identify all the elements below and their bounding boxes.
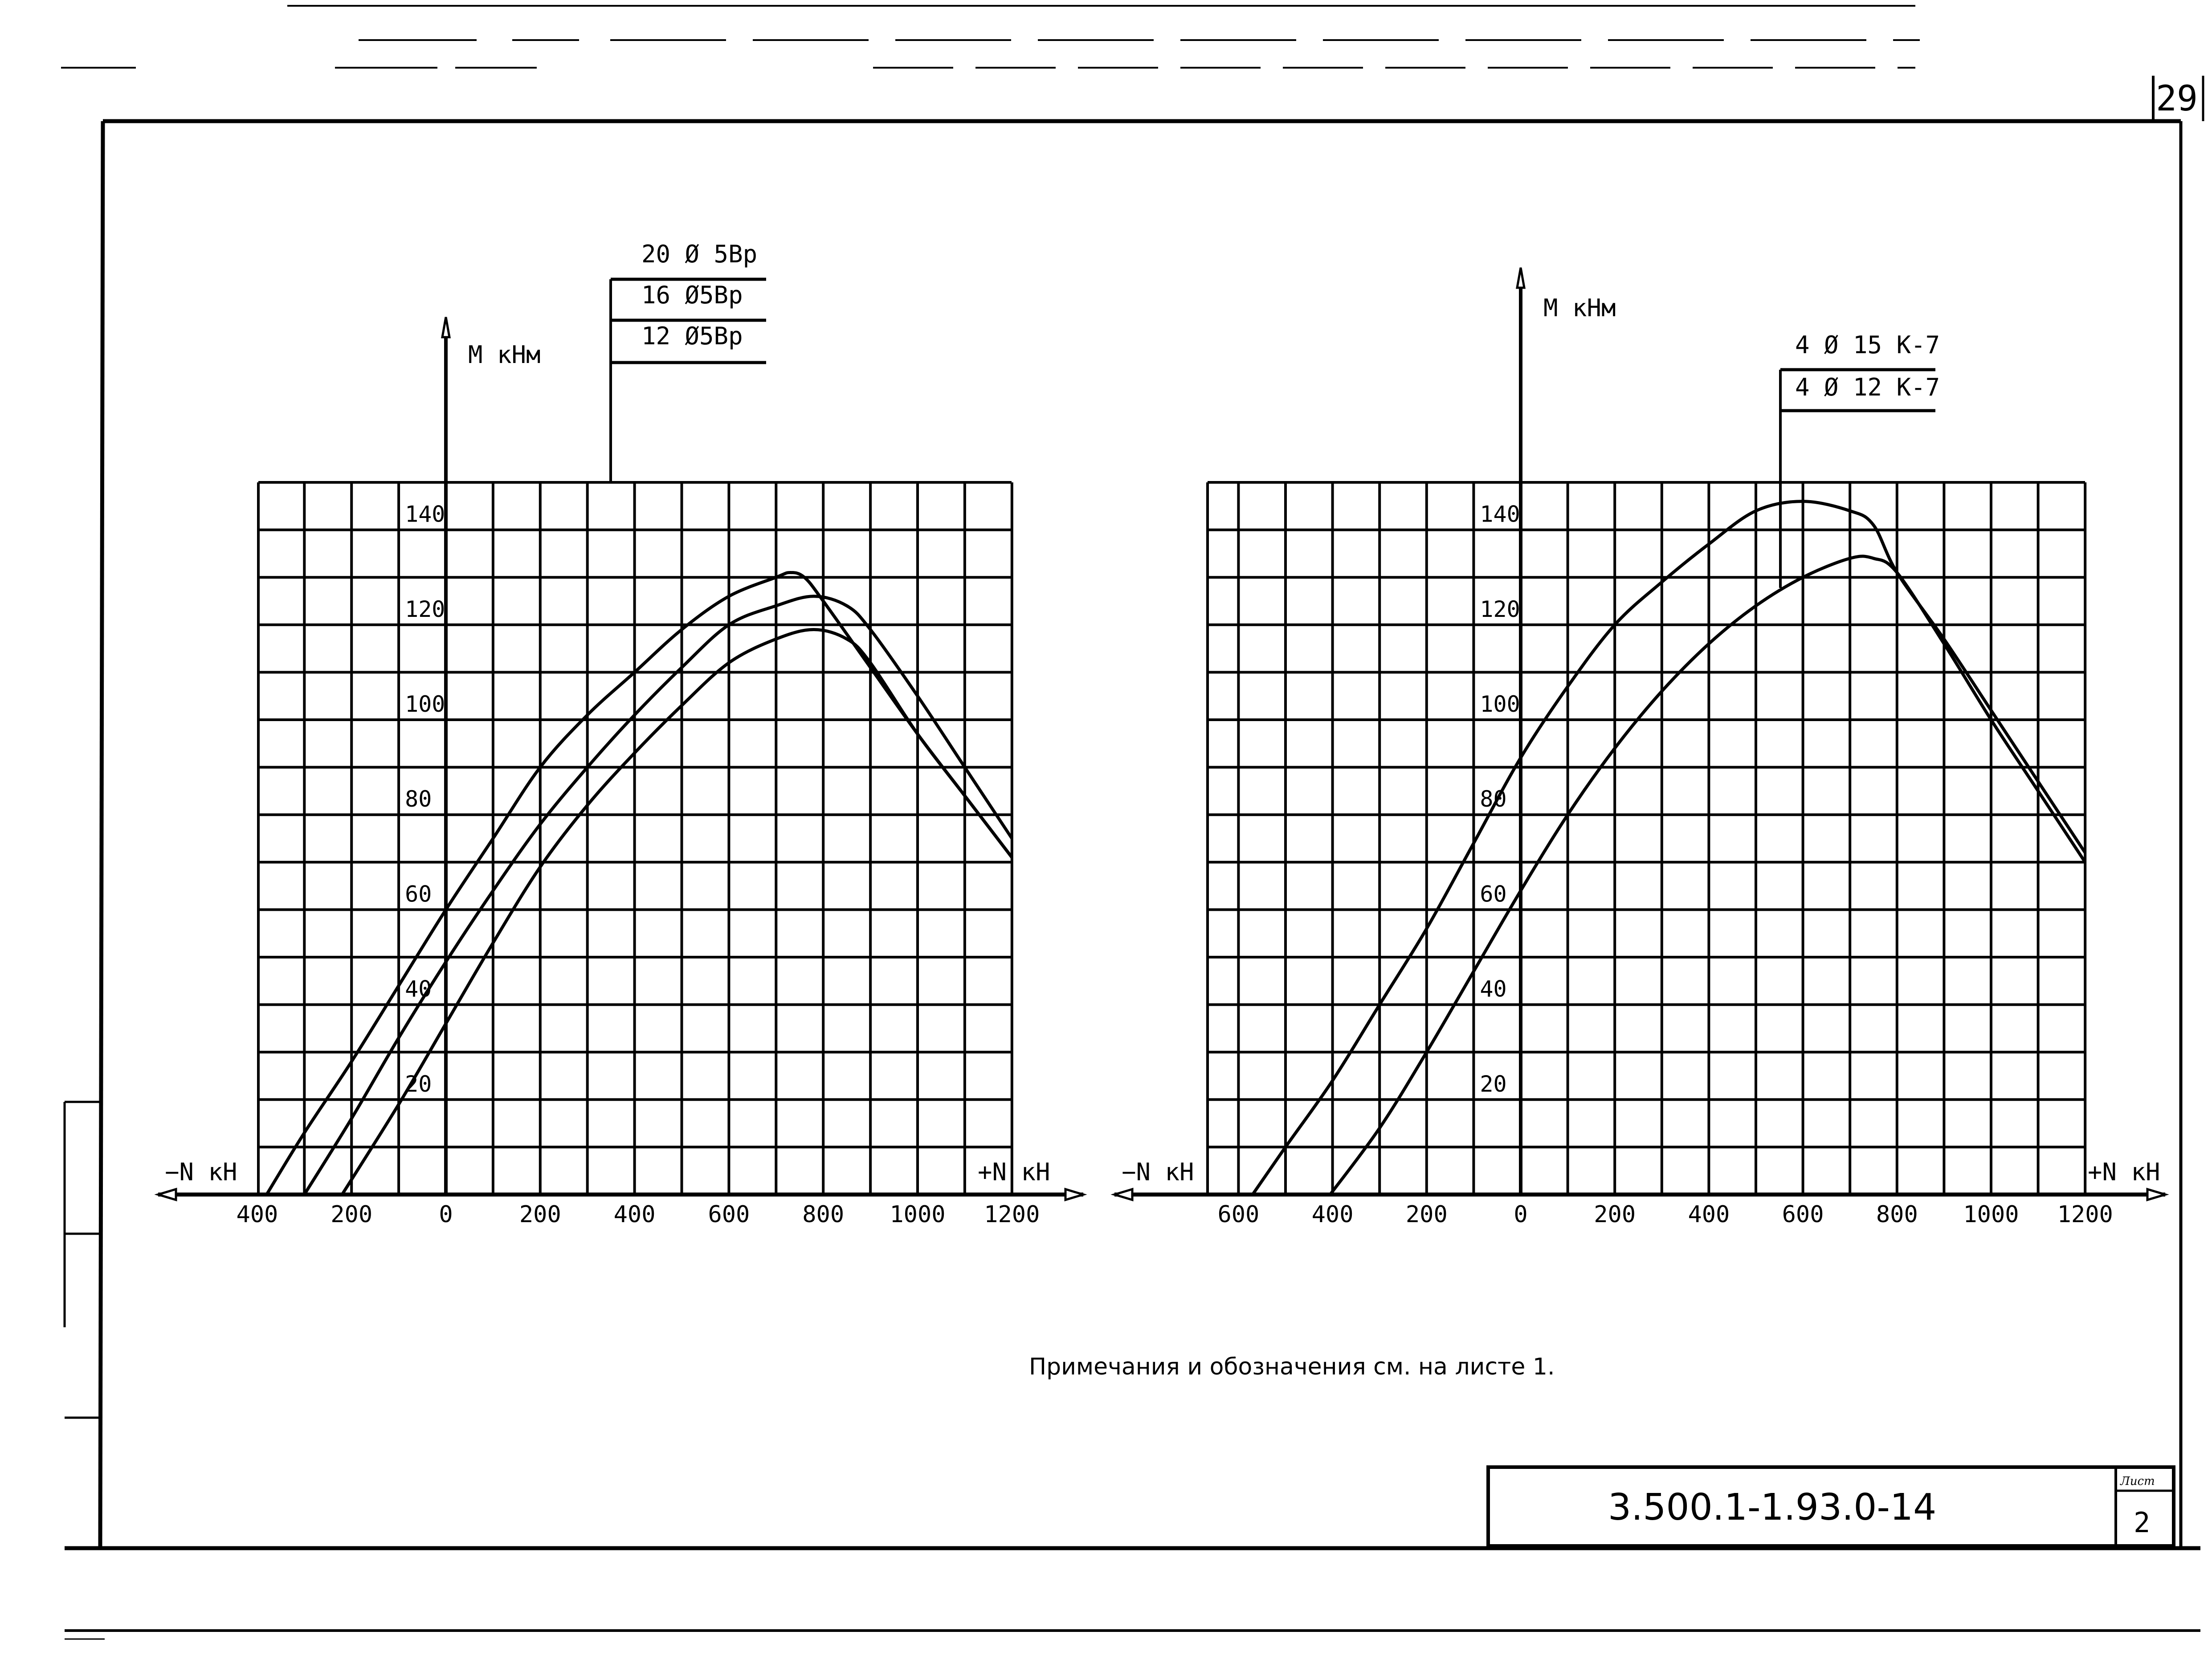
m-axis-label: M кНм xyxy=(468,341,541,369)
x-tick-label: 200 xyxy=(1594,1201,1636,1228)
header-rule-lines xyxy=(61,5,1920,69)
y-tick-label: 20 xyxy=(1480,1071,1506,1097)
page-number-box: 29 xyxy=(2152,76,2204,121)
x-tick-label: 0 xyxy=(1514,1201,1527,1228)
margin-stamp-boxes xyxy=(63,1101,100,1419)
y-tick-label: 140 xyxy=(405,502,445,527)
x-tick-label: 200 xyxy=(331,1201,372,1228)
x-tick-label: 1000 xyxy=(1963,1201,2019,1228)
x-tick-label: 600 xyxy=(1782,1201,1824,1228)
document-code: 3.500.1-1.93.0-14 xyxy=(1608,1486,1936,1529)
series-curve-1 xyxy=(1251,500,2087,1195)
x-tick-label: 400 xyxy=(1312,1201,1354,1228)
m-axis-label: M кНм xyxy=(1543,294,1616,322)
sheet-label: Лист xyxy=(2119,1475,2155,1488)
chart-left-interaction-diagram: M кНм −N кН +N кН 400 200 0 200 400 600 800 1000 12… xyxy=(154,240,1087,1228)
y-tick-label: 60 xyxy=(1480,881,1506,907)
negative-n-label: −N кН xyxy=(165,1158,237,1186)
legend-label: 4 Ø 15 K-7 xyxy=(1795,331,1940,359)
series-curve-3 xyxy=(341,628,1013,1195)
positive-n-label: +N кН xyxy=(2088,1158,2160,1186)
y-tick-label: 20 xyxy=(405,1071,432,1097)
grid xyxy=(1206,481,2087,1195)
y-tick-label: 80 xyxy=(405,786,432,812)
title-block: 3.500.1-1.93.0-14 Лист 2 xyxy=(1486,1465,2175,1548)
positive-n-label: +N кН xyxy=(978,1158,1050,1186)
x-tick-label: 0 xyxy=(439,1201,453,1228)
y-tick-label: 60 xyxy=(405,881,432,907)
note-text: Примечания и обозначения см. на листе 1. xyxy=(1029,1354,1555,1380)
negative-n-label: −N кН xyxy=(1122,1158,1194,1186)
x-tick-label: 400 xyxy=(614,1201,656,1228)
legend-label: 4 Ø 12 K-7 xyxy=(1795,373,1940,401)
drawing-frame xyxy=(65,119,2200,1640)
y-tick-label: 120 xyxy=(1480,596,1520,622)
legend-label: 20 Ø 5Bp xyxy=(641,240,757,268)
series-curve-2 xyxy=(303,595,1013,1195)
legend-label: 12 Ø5Bp xyxy=(641,322,743,350)
legend-label: 16 Ø5Bp xyxy=(641,281,743,309)
series-curve-2 xyxy=(1329,555,2087,1196)
n-axis-arrow-right-icon xyxy=(1064,1187,1087,1202)
x-tick-label: 1200 xyxy=(2057,1201,2113,1228)
page-number: 29 xyxy=(2156,79,2198,119)
x-tick-label: 600 xyxy=(708,1201,750,1228)
y-tick-label: 140 xyxy=(1480,502,1520,527)
series-curve-1 xyxy=(265,571,1013,1195)
x-tick-label: 800 xyxy=(802,1201,844,1228)
x-tick-label: 600 xyxy=(1217,1201,1259,1228)
y-tick-label: 120 xyxy=(405,596,445,622)
x-tick-label: 1200 xyxy=(984,1201,1040,1228)
y-tick-label: 100 xyxy=(1480,691,1520,717)
chart-right-interaction-diagram: M кНм −N кН +N кН 600 400 200 0 200 400 600 800 100… xyxy=(1110,267,2169,1228)
y-tick-label: 40 xyxy=(1480,976,1506,1002)
sheet-number: 2 xyxy=(2134,1506,2150,1539)
n-axis-arrow-left-icon xyxy=(154,1187,177,1202)
x-tick-label: 400 xyxy=(1688,1201,1730,1228)
x-tick-label: 1000 xyxy=(890,1201,945,1228)
x-tick-label: 200 xyxy=(519,1201,561,1228)
y-tick-label: 100 xyxy=(405,691,445,717)
x-tick-label: 400 xyxy=(236,1201,278,1228)
x-tick-label: 200 xyxy=(1406,1201,1448,1228)
n-axis-arrow-right-icon xyxy=(2146,1187,2169,1202)
m-axis-arrow-icon xyxy=(1516,267,1526,289)
x-tick-label: 800 xyxy=(1876,1201,1918,1228)
m-axis-arrow-icon xyxy=(441,317,451,338)
n-axis-arrow-left-icon xyxy=(1110,1187,1134,1202)
